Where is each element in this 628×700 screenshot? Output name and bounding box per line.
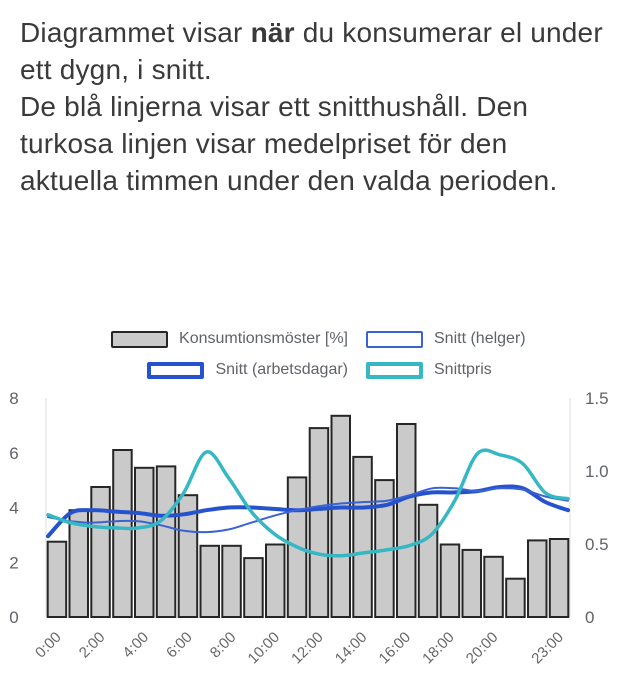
x-axis-tick-label: 16:00 — [376, 629, 415, 668]
legend-item-snitt-arbetsdagar[interactable]: Snitt (arbetsdagar) — [0, 361, 348, 379]
x-axis-tick-label: 6:00 — [163, 629, 196, 662]
consumption-bar — [396, 423, 417, 618]
legend-item-konsumtionsmonster[interactable]: Konsumtionsmöster [%] — [0, 330, 348, 348]
x-axis-tick-label: 0:00 — [32, 629, 65, 662]
consumption-bar — [527, 539, 548, 618]
x-axis-tick-label: 20:00 — [463, 629, 502, 668]
chart-description: Diagrammet visar när du konsumerar el un… — [20, 14, 612, 199]
consumption-bar — [352, 455, 373, 619]
legend-label: Snitt (helger) — [434, 330, 526, 347]
consumption-bar — [177, 494, 199, 618]
description-text: Diagrammet visar — [20, 17, 251, 48]
x-axis-tick-label: 8:00 — [207, 629, 240, 662]
left-axis-tick-label: 6 — [9, 444, 18, 463]
consumption-bar — [243, 557, 264, 619]
turquoise-line-swatch-icon — [366, 361, 423, 379]
x-axis-tick-label: 4:00 — [119, 629, 152, 662]
consumption-bar — [265, 543, 286, 618]
consumption-bar — [134, 466, 155, 618]
thick-blue-line-swatch-icon — [147, 361, 205, 379]
consumption-bar — [461, 548, 482, 618]
consumption-bar — [46, 540, 68, 618]
consumption-bar — [221, 544, 242, 618]
bar-swatch-icon — [111, 330, 169, 348]
description-paragraph-2: De blå linjerna visar ett snitthushåll. … — [20, 91, 558, 196]
right-axis-tick-label: 0 — [585, 608, 594, 627]
left-axis-tick-label: 2 — [9, 553, 18, 572]
right-axis-tick-label: 1.5 — [585, 389, 609, 408]
right-axis-tick-label: 1.0 — [585, 462, 609, 481]
legend-label: Konsumtionsmöster [%] — [179, 330, 348, 347]
legend-label: Snittpris — [434, 361, 492, 378]
legend-item-snitt-helger[interactable]: Snitt (helger) — [366, 330, 628, 348]
x-axis-tick-label: 18:00 — [419, 629, 458, 668]
description-paragraph-1: Diagrammet visar när du konsumerar el un… — [20, 14, 612, 88]
chart-legend: Konsumtionsmöster [%] Snitt (helger) Sni… — [0, 330, 628, 379]
line-snittpris — [46, 448, 570, 558]
x-axis-tick-label: 14:00 — [332, 629, 371, 668]
consumption-bar — [330, 414, 351, 618]
consumption-bar — [483, 555, 504, 619]
x-axis-tick-label: 12:00 — [288, 629, 327, 668]
consumption-bar — [90, 486, 111, 618]
thin-blue-line-swatch-icon — [366, 330, 423, 348]
left-axis-tick-label: 0 — [9, 608, 18, 627]
x-axis-tick-label: 23:00 — [528, 629, 567, 668]
consumption-bar — [417, 503, 439, 618]
consumption-bar — [308, 427, 330, 618]
right-axis-tick-label: 0.5 — [585, 535, 609, 554]
consumption-bar — [505, 577, 526, 618]
consumption-price-chart: 0 2 4 6 8 0 0.5 1.0 1.5 0:00 2:00 4:00 6:00 8:00 10:00… — [9, 389, 609, 668]
consumption-bar — [548, 538, 570, 618]
legend-item-snittpris[interactable]: Snittpris — [366, 361, 628, 379]
consumption-bar — [155, 465, 177, 619]
description-text: du konsumerar el under ett dygn, i snitt… — [20, 17, 603, 85]
description-bold-word: när — [250, 17, 295, 48]
left-axis-tick-label: 8 — [9, 389, 18, 408]
left-axis-tick-label: 4 — [9, 499, 18, 518]
x-axis-tick-label: 10:00 — [245, 629, 284, 668]
consumption-bar — [439, 543, 461, 618]
consumption-bar — [199, 544, 220, 618]
x-axis-tick-label: 2:00 — [76, 629, 109, 662]
consumption-bar — [112, 449, 133, 618]
line-snitt-helger- — [47, 486, 569, 534]
legend-label: Snitt (arbetsdagar) — [215, 361, 348, 378]
